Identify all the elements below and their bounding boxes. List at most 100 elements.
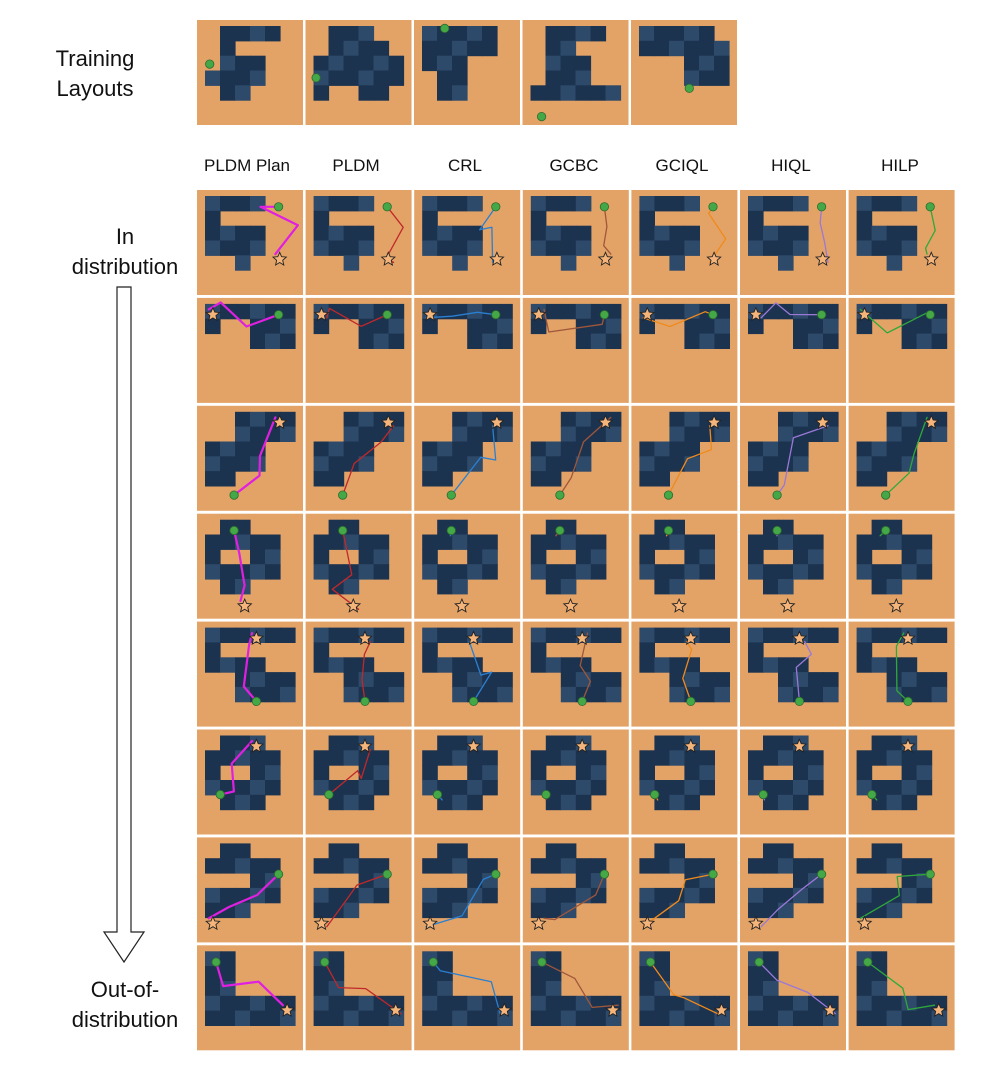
maze-tile: [575, 780, 592, 796]
maze-tile: [778, 686, 794, 703]
maze-tile: [328, 887, 345, 904]
maze-tile: [313, 210, 330, 227]
maze-tile: [343, 579, 360, 595]
maze-tile: [422, 456, 438, 472]
maze-tile: [808, 627, 824, 643]
maze-tile: [560, 750, 577, 766]
maze-tile: [714, 333, 730, 349]
maze-tile: [575, 794, 592, 811]
training-layout-panel: [631, 20, 737, 125]
maze-tile: [313, 55, 330, 72]
maze-tile: [763, 534, 779, 550]
maze-tile: [684, 456, 700, 472]
maze-tile: [793, 887, 809, 904]
maze-tile: [265, 549, 281, 565]
maze-tile: [482, 40, 498, 57]
maze-tile: [250, 411, 266, 428]
maze-tile: [856, 564, 873, 580]
maze-tile: [250, 657, 266, 673]
result-panel-gcbc: [522, 729, 629, 835]
maze-tile: [669, 672, 685, 688]
goal-star-icon: [313, 306, 330, 322]
maze-tile: [684, 411, 700, 428]
maze-tile: [654, 981, 670, 997]
maze-tile: [343, 794, 360, 811]
maze-tile: [220, 55, 236, 72]
maze-tile: [639, 657, 655, 673]
maze-tile: [605, 303, 622, 320]
start-dot-icon: [645, 957, 656, 967]
maze-tile: [560, 55, 577, 72]
maze-tile: [358, 55, 375, 72]
results-grid: [197, 190, 955, 1051]
maze-tile: [250, 318, 266, 335]
trajectory-line: [795, 640, 813, 703]
maze-tile: [235, 780, 251, 796]
result-panel-hilp: [848, 837, 955, 943]
maze-tile: [373, 887, 390, 904]
maze-tile: [763, 1010, 779, 1026]
maze-tile: [205, 966, 221, 982]
maze-tile: [422, 549, 438, 565]
maze-tile: [823, 627, 839, 643]
start-dot-icon: [650, 789, 660, 800]
maze-tile: [778, 564, 794, 580]
maze-tile: [530, 858, 547, 874]
goal-star-icon: [205, 915, 221, 931]
maze-tile: [452, 564, 468, 580]
training-layout-panel: [414, 20, 520, 125]
maze-tile: [763, 858, 779, 874]
maze-tile: [575, 1010, 592, 1026]
maze-tile: [901, 794, 918, 811]
maze-tile: [793, 318, 809, 335]
down-arrow-icon: [102, 286, 146, 964]
goal-star-icon: [279, 1002, 295, 1018]
maze-tile: [328, 981, 345, 997]
start-dot-icon: [229, 525, 239, 536]
trajectory-line: [342, 425, 395, 496]
maze-tile: [422, 1010, 438, 1026]
maze-tile: [220, 240, 236, 256]
maze-tile: [886, 780, 903, 796]
maze-tile: [714, 411, 730, 428]
maze-tile: [452, 240, 468, 256]
start-dot-icon: [338, 490, 348, 500]
goal-star-icon: [706, 251, 722, 266]
maze-tile: [388, 70, 405, 86]
maze-tile: [778, 672, 794, 688]
maze-tile: [575, 196, 592, 212]
maze-tile: [422, 657, 438, 673]
result-panel-pldm: [305, 190, 412, 295]
maze-tile: [437, 858, 453, 874]
maze-tile: [714, 70, 730, 86]
maze-tile: [808, 549, 824, 565]
maze-tile: [467, 564, 483, 580]
maze-tile: [343, 519, 360, 536]
maze-tile: [748, 564, 764, 580]
trajectory-line: [468, 640, 493, 703]
trajectory-line: [328, 748, 371, 796]
maze-tile: [235, 686, 251, 703]
maze-tile: [328, 471, 345, 487]
goal-star-icon: [748, 306, 764, 322]
maze-tile: [467, 40, 483, 57]
maze-tile: [328, 70, 345, 86]
trajectory-line: [543, 873, 606, 921]
start-dot-icon: [440, 23, 450, 34]
maze-tile: [856, 657, 873, 673]
maze-tile: [714, 426, 730, 442]
maze-tile: [545, 951, 562, 967]
maze-tile: [452, 750, 468, 766]
result-panel-hilp: [848, 513, 955, 619]
out-of-distribution-line-2: distribution: [71, 1007, 179, 1032]
maze-tile: [545, 303, 562, 320]
maze-tile: [235, 196, 251, 212]
maze-tile: [220, 794, 236, 811]
start-dot-icon: [537, 957, 547, 967]
maze-tile: [530, 240, 547, 256]
maze-tile: [343, 196, 360, 212]
maze-tile: [748, 196, 764, 212]
maze-tile: [856, 318, 873, 335]
maze-tile: [669, 564, 685, 580]
maze-tile: [452, 411, 468, 428]
